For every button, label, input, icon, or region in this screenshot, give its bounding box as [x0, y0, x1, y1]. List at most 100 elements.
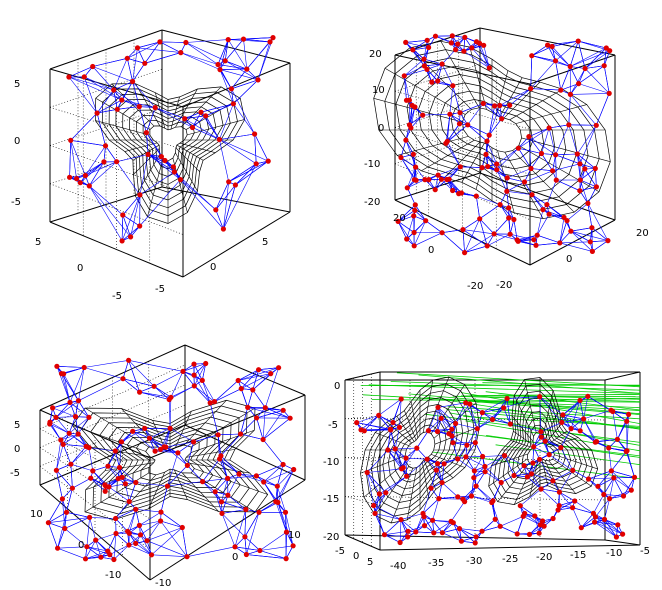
x-tick: 0 [428, 245, 434, 256]
vertex-point [567, 63, 573, 70]
vertex-point [436, 496, 442, 502]
edge [539, 396, 564, 416]
vertex-point [578, 525, 584, 531]
edge [549, 124, 569, 129]
grid-line [39, 404, 186, 467]
edge [459, 528, 477, 538]
vertex-point [581, 416, 587, 422]
vertex-point [383, 490, 389, 496]
edge [555, 60, 571, 67]
edge [182, 371, 195, 387]
vertex-point [570, 505, 576, 511]
edge [185, 42, 219, 65]
edge [499, 204, 509, 219]
edge [561, 400, 581, 423]
edge [572, 470, 589, 480]
edge [477, 412, 483, 429]
edge [397, 221, 415, 246]
vertex-point [220, 226, 226, 232]
edge [127, 58, 133, 82]
vertex-point [84, 544, 90, 550]
edge [507, 177, 525, 183]
vertex-point [540, 518, 546, 524]
edge [442, 528, 460, 533]
edge [394, 448, 404, 468]
edge [356, 415, 379, 423]
surface-meridian [186, 449, 235, 458]
edge [500, 526, 518, 535]
vertex-point [424, 456, 430, 462]
edge [68, 76, 122, 101]
edge [485, 154, 498, 170]
vertex-point [267, 39, 273, 45]
edge [559, 217, 565, 243]
edge [384, 534, 401, 543]
edge [590, 240, 608, 243]
edge [407, 187, 416, 206]
vertex-point [472, 540, 478, 546]
vertex-point [465, 122, 471, 128]
edge [569, 41, 579, 67]
x-tick: 5 [367, 557, 373, 568]
edge [146, 107, 156, 133]
surface-meridian [124, 142, 158, 152]
vertex-point [280, 461, 286, 468]
vertex-point [101, 159, 107, 165]
edge [234, 509, 247, 547]
vertex-point [601, 516, 608, 523]
box-edge [161, 29, 291, 64]
vertex-point [120, 376, 126, 382]
edge [578, 68, 586, 84]
edge [475, 471, 486, 487]
edge [147, 154, 174, 168]
edge [562, 414, 584, 420]
vertex-point [183, 39, 189, 46]
edge [555, 40, 579, 62]
surface-meridian [175, 152, 198, 192]
vertex-point [50, 405, 56, 411]
vertex-point [256, 367, 262, 373]
edge [488, 105, 495, 136]
edge [146, 132, 162, 157]
edge [579, 125, 597, 164]
panel-grid [39, 361, 186, 557]
vertex-point [238, 386, 244, 392]
box-edge [479, 27, 616, 56]
vertex-point [537, 456, 543, 462]
vertex-point [137, 389, 143, 395]
green-ray [408, 393, 641, 415]
vertex-point [626, 411, 632, 417]
vertex-point [225, 37, 231, 43]
edge [139, 106, 147, 133]
edge [62, 498, 66, 529]
edge [528, 127, 550, 137]
edge [165, 441, 194, 448]
edge [115, 509, 136, 519]
edge [384, 531, 409, 535]
vertex-point [576, 81, 582, 87]
edge [559, 470, 574, 493]
vertex-point [538, 434, 544, 440]
edge [481, 526, 501, 532]
edge [474, 456, 483, 471]
vertex-point [546, 211, 552, 217]
vertex-point [438, 176, 444, 182]
edge [228, 160, 269, 183]
edge [422, 113, 450, 116]
edge [139, 391, 170, 400]
vertex-point [148, 552, 155, 558]
edge [221, 495, 229, 514]
x-tick: 20 [393, 213, 406, 224]
vertex-point [553, 177, 559, 183]
edge [555, 60, 562, 91]
vertex-point [398, 517, 404, 523]
vertex-point [471, 475, 477, 481]
vertex-point [86, 183, 92, 189]
edge [119, 467, 137, 483]
edge [587, 203, 609, 241]
edge [465, 442, 476, 458]
vertex-point [566, 122, 572, 128]
green-ray [461, 395, 641, 398]
edge [510, 233, 534, 240]
edge [78, 400, 90, 418]
